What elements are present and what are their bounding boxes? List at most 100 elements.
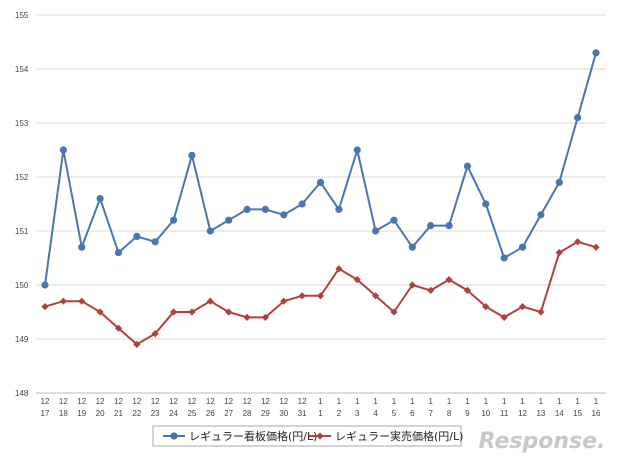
- data-point-s2-0: [41, 303, 49, 311]
- watermark-text: Response.: [479, 429, 606, 454]
- x-tick-label-day: 14: [555, 409, 564, 418]
- x-tick-label-month: 1: [575, 397, 580, 406]
- data-point-s2-8: [188, 308, 196, 316]
- legend-marker-2: [316, 432, 324, 440]
- x-tick-label-day: 23: [151, 409, 160, 418]
- data-point-s1-6: [151, 238, 159, 246]
- data-point-s2-6: [151, 330, 159, 338]
- x-tick-label-month: 12: [169, 397, 178, 406]
- x-tick-label-day: 10: [481, 409, 490, 418]
- x-tick-label-day: 22: [132, 409, 141, 418]
- data-point-s1-15: [316, 178, 325, 186]
- data-point-s1-10: [225, 216, 233, 224]
- x-tick-label-day: 6: [410, 409, 415, 418]
- x-tick-label-day: 16: [592, 409, 601, 418]
- data-point-s1-9: [206, 227, 214, 235]
- data-point-s2-20: [408, 281, 416, 289]
- series-line-1: [44, 52, 597, 286]
- x-tick-label-month: 1: [520, 397, 525, 406]
- data-point-s2-11: [243, 313, 251, 321]
- data-point-s2-2: [78, 297, 86, 305]
- data-point-s1-2: [78, 243, 86, 251]
- x-tick-label-month: 12: [114, 397, 123, 406]
- x-tick-label-day: 24: [169, 409, 178, 418]
- data-point-s1-8: [188, 151, 196, 159]
- x-tick-label-month: 12: [59, 397, 68, 406]
- data-point-s1-19: [390, 216, 398, 224]
- x-tick-label-month: 12: [279, 397, 288, 406]
- x-tick-label-month: 12: [77, 397, 86, 406]
- data-point-s2-5: [133, 340, 141, 348]
- data-point-s1-21: [427, 222, 435, 230]
- x-tick-label-month: 1: [428, 397, 433, 406]
- x-tick-label-month: 12: [243, 397, 252, 406]
- x-tick-label-day: 29: [261, 409, 270, 418]
- x-tick-label-month: 12: [132, 397, 141, 406]
- x-tick-label-day: 25: [187, 409, 196, 418]
- x-tick-label-day: 4: [373, 409, 378, 418]
- x-tick-label-month: 1: [373, 397, 378, 406]
- x-tick-label-day: 18: [59, 409, 68, 418]
- x-tick-label-day: 5: [392, 409, 397, 418]
- data-point-s2-14: [298, 292, 306, 300]
- data-point-s2-24: [482, 303, 490, 311]
- x-tick-label-day: 7: [428, 409, 433, 418]
- x-tick-label-day: 31: [298, 409, 307, 418]
- x-tick-label-month: 1: [594, 397, 599, 406]
- data-point-s2-4: [114, 324, 123, 332]
- data-point-s2-21: [427, 286, 435, 294]
- data-point-s2-9: [206, 297, 214, 305]
- x-tick-label-month: 1: [502, 397, 507, 406]
- data-point-s2-13: [280, 297, 288, 305]
- data-point-s1-5: [133, 232, 141, 240]
- data-point-s2-29: [574, 238, 582, 246]
- y-tick-label-153: 153: [15, 119, 29, 128]
- data-point-s2-10: [225, 308, 233, 316]
- data-point-s2-26: [518, 303, 527, 311]
- data-point-s1-24: [482, 200, 490, 208]
- y-tick-label-149: 149: [15, 335, 29, 344]
- data-point-s1-17: [353, 146, 361, 154]
- y-tick-label-148: 148: [15, 389, 29, 398]
- x-tick-label-month: 1: [355, 397, 360, 406]
- data-point-s2-17: [353, 276, 361, 284]
- data-point-s2-12: [261, 313, 269, 321]
- data-point-s2-28: [555, 249, 563, 257]
- x-tick-label-day: 27: [224, 409, 233, 418]
- x-tick-label-month: 1: [539, 397, 544, 406]
- data-point-s2-30: [592, 243, 600, 251]
- x-tick-label-day: 12: [518, 409, 527, 418]
- data-point-s2-1: [59, 297, 67, 305]
- data-point-s2-23: [463, 286, 472, 294]
- x-tick-label-month: 12: [41, 397, 50, 406]
- data-point-s2-22: [445, 276, 453, 284]
- x-tick-label-day: 17: [41, 409, 50, 418]
- data-point-s2-27: [537, 308, 545, 316]
- data-point-s1-27: [537, 211, 545, 219]
- data-point-s2-7: [169, 308, 178, 316]
- x-tick-label-day: 19: [77, 409, 86, 418]
- x-tick-label-month: 12: [206, 397, 215, 406]
- data-point-s2-19: [390, 308, 398, 316]
- data-point-s1-18: [372, 227, 380, 235]
- x-tick-label-day: 28: [243, 409, 252, 418]
- x-tick-label-month: 12: [96, 397, 105, 406]
- legend: レギュラー看板価格(円/L) レギュラー実売価格(円/L): [152, 425, 463, 447]
- x-tick-label-day: 2: [337, 409, 342, 418]
- x-tick-label-month: 1: [392, 397, 397, 406]
- data-point-s2-16: [335, 265, 343, 273]
- x-tick-label-month: 1: [484, 397, 489, 406]
- data-point-s1-4: [114, 249, 123, 257]
- grid-lines: [36, 14, 606, 394]
- x-tick-label-day: 8: [447, 409, 452, 418]
- x-tick-label-month: 1: [447, 397, 452, 406]
- y-tick-label-152: 152: [15, 173, 29, 182]
- data-point-s1-20: [408, 243, 416, 251]
- x-tick-label-month: 12: [187, 397, 196, 406]
- x-tick-label-day: 3: [355, 409, 360, 418]
- data-point-s1-23: [463, 162, 472, 170]
- data-point-s1-26: [518, 243, 527, 251]
- x-tick-label-day: 30: [279, 409, 288, 418]
- x-tick-label-month: 12: [261, 397, 270, 406]
